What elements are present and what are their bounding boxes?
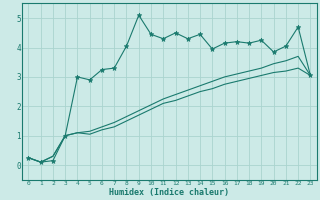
X-axis label: Humidex (Indice chaleur): Humidex (Indice chaleur) (109, 188, 229, 197)
